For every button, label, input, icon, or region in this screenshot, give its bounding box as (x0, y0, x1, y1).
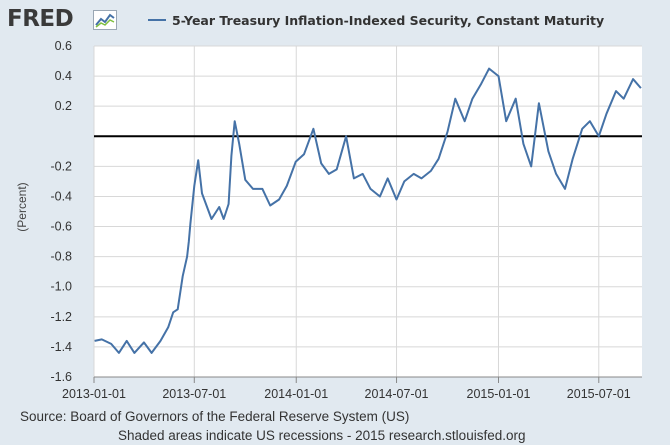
x-tick-label: 2015-07-01 (567, 387, 631, 401)
x-tick-label: 2015-01-01 (467, 387, 531, 401)
grid-lines (93, 45, 642, 383)
y-tick-label: 0.4 (55, 69, 72, 83)
y-tick-label: -1.0 (50, 280, 72, 294)
y-tick-label: -0.6 (50, 220, 72, 234)
y-tick-label: 0.6 (55, 39, 72, 53)
y-tick-label: -1.4 (50, 340, 72, 354)
legend-label: 5-Year Treasury Inflation-Indexed Securi… (172, 12, 605, 28)
fred-logo-text: FRED (7, 6, 74, 32)
source-note: Source: Board of Governors of the Federa… (20, 409, 410, 424)
line-graph-icon (93, 10, 117, 30)
x-tick-label: 2014-01-01 (264, 387, 328, 401)
y-tick-label: -0.2 (50, 159, 72, 173)
y-tick-label: 0.2 (55, 99, 72, 113)
x-tick-label: 2013-07-01 (162, 387, 226, 401)
y-tick-label: -1.6 (50, 370, 72, 384)
x-tick-labels: 2013-01-01 2013-07-01 2014-01-01 2014-07-01… (62, 387, 631, 401)
y-tick-label: -0.4 (50, 189, 72, 203)
y-tick-label: -0.8 (50, 250, 72, 264)
legend-swatch (148, 19, 166, 21)
series-layer (94, 67, 642, 354)
y-tick-label: -1.2 (50, 310, 72, 324)
x-tick-label: 2013-01-01 (62, 387, 126, 401)
recession-note: Shaded areas indicate US recessions - 20… (118, 428, 526, 443)
y-tick-labels: 0.6 0.4 0.2 -0.2 -0.4 -0.6 -0.8 -1.0 -1.2 -1.4 -1.… (50, 39, 72, 384)
series-line (94, 67, 642, 354)
chart-legend: 5-Year Treasury Inflation-Indexed Securi… (148, 12, 604, 28)
fred-logo: FRED (7, 6, 119, 32)
plot-area (94, 46, 642, 377)
x-tick-label: 2014-07-01 (365, 387, 429, 401)
